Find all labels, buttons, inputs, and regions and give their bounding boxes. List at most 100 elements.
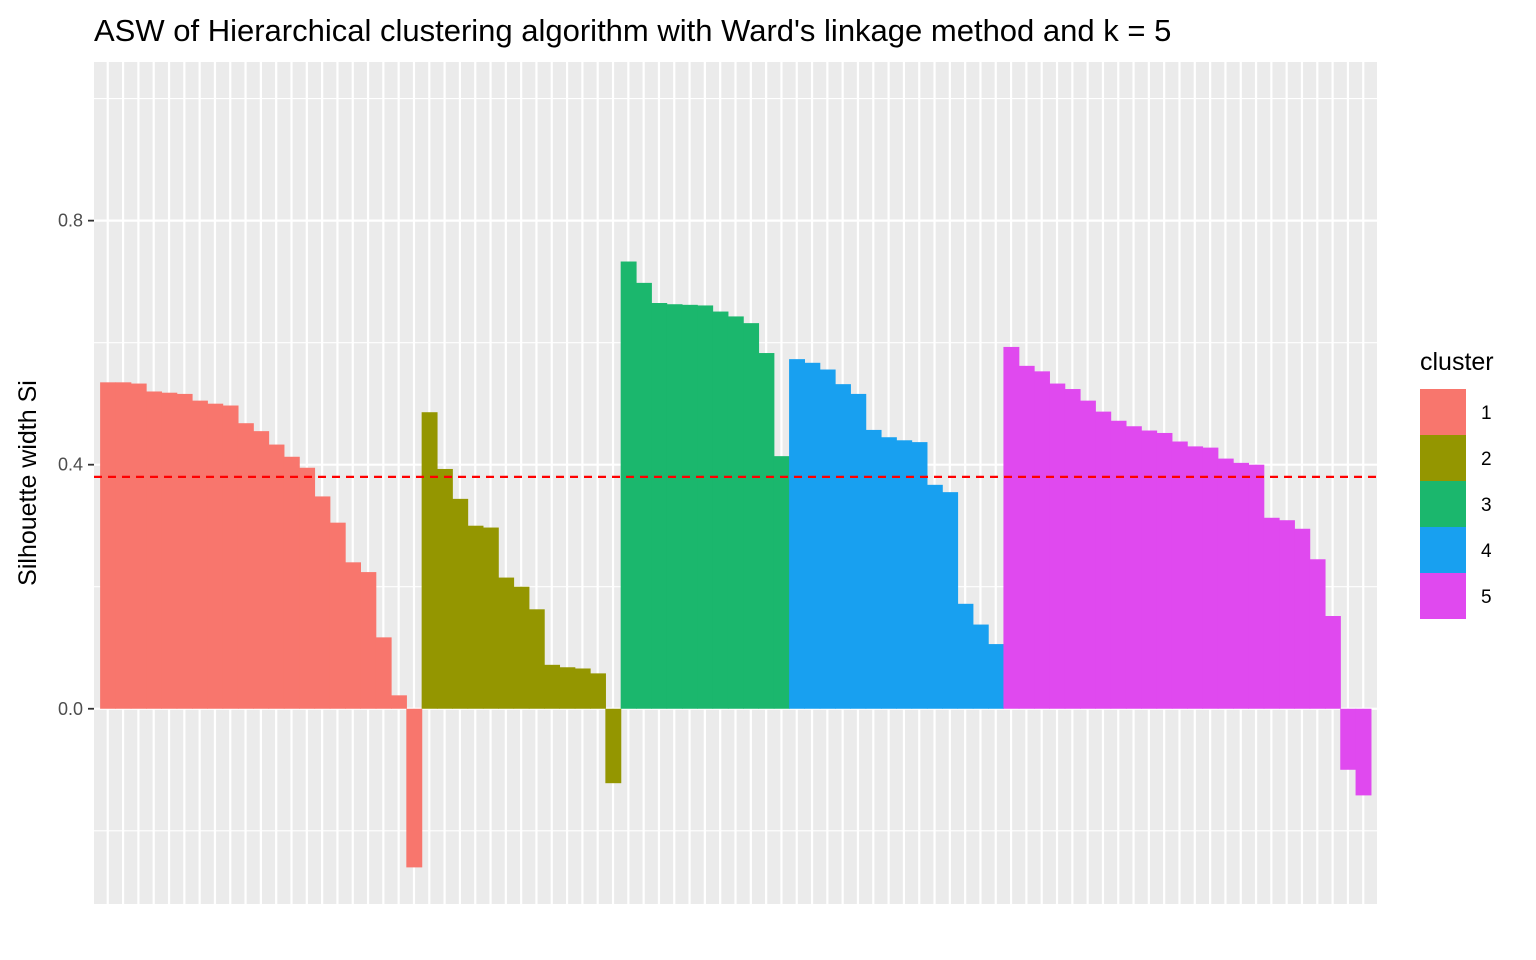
legend: cluster 1 2 3 4 5 bbox=[1420, 348, 1494, 619]
legend-label-1: 1 bbox=[1481, 403, 1492, 424]
bar-cluster-5-15 bbox=[1217, 458, 1234, 709]
chart-title: ASW of Hierarchical clustering algorithm… bbox=[94, 13, 1171, 48]
bar-cluster-4-2 bbox=[804, 362, 821, 709]
legend-key-5 bbox=[1420, 573, 1466, 619]
bar-cluster-1-7 bbox=[191, 400, 208, 709]
bar-cluster-1-9 bbox=[222, 405, 239, 709]
bar-cluster-1-18 bbox=[360, 572, 377, 709]
y-tick-label: 0.0 bbox=[58, 699, 83, 719]
bar-cluster-4-14 bbox=[988, 644, 1005, 709]
bar-cluster-1-20 bbox=[391, 695, 407, 709]
bar-cluster-5-6 bbox=[1079, 400, 1096, 709]
bar-cluster-4-13 bbox=[972, 624, 989, 709]
bar-cluster-5-10 bbox=[1141, 430, 1158, 709]
bar-cluster-2-2 bbox=[436, 468, 453, 709]
bar-cluster-2-3 bbox=[452, 498, 469, 709]
bar-cluster-2-10 bbox=[559, 667, 576, 709]
bar-cluster-3-6 bbox=[697, 305, 714, 709]
bar-cluster-5-19 bbox=[1279, 520, 1295, 709]
legend-key-2 bbox=[1420, 435, 1466, 481]
bar-cluster-1-4 bbox=[146, 391, 162, 709]
bar-cluster-4-5 bbox=[850, 393, 867, 709]
bar-cluster-2-11 bbox=[574, 668, 591, 709]
bar-cluster-5-24 bbox=[1355, 708, 1372, 796]
bar-cluster-5-9 bbox=[1125, 426, 1142, 709]
legend-label-5: 5 bbox=[1481, 587, 1492, 608]
bar-cluster-4-4 bbox=[835, 384, 851, 709]
bar-cluster-1-17 bbox=[345, 562, 361, 709]
bar-cluster-3-7 bbox=[712, 311, 729, 709]
bar-cluster-5-13 bbox=[1187, 446, 1204, 709]
y-axis-label: Silhouette width Si bbox=[14, 380, 42, 586]
bar-cluster-1-16 bbox=[329, 522, 346, 709]
legend-title: cluster bbox=[1420, 348, 1494, 376]
bar-cluster-4-10 bbox=[926, 484, 943, 709]
y-axis: 0.0 0.4 0.8 bbox=[58, 211, 94, 719]
bar-cluster-2-1 bbox=[421, 412, 438, 709]
legend-key-1 bbox=[1420, 389, 1466, 435]
bar-cluster-2-6 bbox=[498, 577, 515, 709]
bar-cluster-1-21 bbox=[406, 708, 423, 868]
bar-cluster-5-12 bbox=[1171, 441, 1188, 709]
bar-cluster-3-2 bbox=[635, 282, 652, 709]
bar-cluster-5-11 bbox=[1156, 432, 1173, 709]
bar-cluster-5-14 bbox=[1202, 447, 1219, 709]
bar-cluster-1-11 bbox=[253, 431, 270, 709]
bar-cluster-5-16 bbox=[1233, 462, 1249, 709]
legend-label-2: 2 bbox=[1481, 449, 1492, 470]
bar-cluster-4-11 bbox=[942, 492, 959, 709]
bar-cluster-1-1 bbox=[100, 382, 117, 709]
bar-cluster-2-9 bbox=[544, 664, 561, 709]
bar-cluster-4-7 bbox=[880, 437, 897, 709]
bar-cluster-4-9 bbox=[911, 442, 928, 709]
bar-cluster-5-2 bbox=[1018, 365, 1035, 709]
legend-key-3 bbox=[1420, 481, 1466, 527]
bar-cluster-3-5 bbox=[681, 304, 698, 709]
bar-cluster-5-17 bbox=[1248, 464, 1265, 709]
bar-cluster-1-5 bbox=[161, 392, 178, 709]
bar-cluster-4-6 bbox=[865, 429, 882, 709]
bar-cluster-5-1 bbox=[1003, 346, 1020, 709]
bar-cluster-5-3 bbox=[1034, 371, 1050, 709]
bar-cluster-1-3 bbox=[130, 383, 147, 709]
bar-cluster-5-7 bbox=[1095, 411, 1112, 709]
bar-cluster-5-18 bbox=[1263, 517, 1280, 709]
bar-cluster-1-8 bbox=[207, 403, 224, 709]
bar-cluster-3-1 bbox=[620, 261, 637, 709]
bar-cluster-2-8 bbox=[528, 609, 545, 709]
bar-cluster-1-14 bbox=[299, 467, 316, 709]
y-tick-label: 0.4 bbox=[58, 455, 83, 475]
bar-cluster-4-3 bbox=[819, 369, 836, 709]
bar-cluster-5-21 bbox=[1309, 559, 1326, 709]
bar-cluster-2-7 bbox=[513, 586, 530, 709]
bar-cluster-3-8 bbox=[727, 316, 744, 709]
bar-cluster-1-15 bbox=[314, 496, 331, 709]
bar-cluster-2-5 bbox=[482, 527, 499, 709]
bar-cluster-1-12 bbox=[268, 444, 285, 709]
bar-cluster-4-1 bbox=[789, 359, 805, 709]
legend-label-4: 4 bbox=[1481, 541, 1492, 562]
bar-cluster-2-13 bbox=[605, 708, 622, 784]
bar-cluster-1-6 bbox=[176, 393, 193, 709]
bar-cluster-1-2 bbox=[115, 382, 132, 709]
bar-cluster-5-5 bbox=[1064, 389, 1081, 709]
bar-cluster-5-23 bbox=[1340, 708, 1357, 770]
bar-cluster-5-20 bbox=[1294, 528, 1311, 709]
bar-cluster-1-19 bbox=[375, 637, 392, 709]
bar-cluster-3-9 bbox=[743, 323, 760, 709]
bar-cluster-5-8 bbox=[1110, 420, 1127, 709]
bar-cluster-3-4 bbox=[666, 304, 683, 709]
bar-cluster-5-4 bbox=[1049, 383, 1066, 709]
bar-cluster-3-11 bbox=[773, 456, 790, 709]
bar-cluster-4-8 bbox=[896, 440, 913, 709]
bar-cluster-2-12 bbox=[590, 673, 606, 709]
bar-cluster-3-3 bbox=[651, 303, 668, 709]
bar-cluster-1-10 bbox=[237, 423, 254, 709]
bar-cluster-5-22 bbox=[1324, 616, 1341, 709]
bar-cluster-3-10 bbox=[758, 353, 775, 709]
y-tick-label: 0.8 bbox=[58, 211, 83, 231]
bar-cluster-2-4 bbox=[467, 525, 484, 709]
bar-cluster-4-12 bbox=[957, 603, 974, 709]
bars bbox=[100, 261, 1372, 868]
